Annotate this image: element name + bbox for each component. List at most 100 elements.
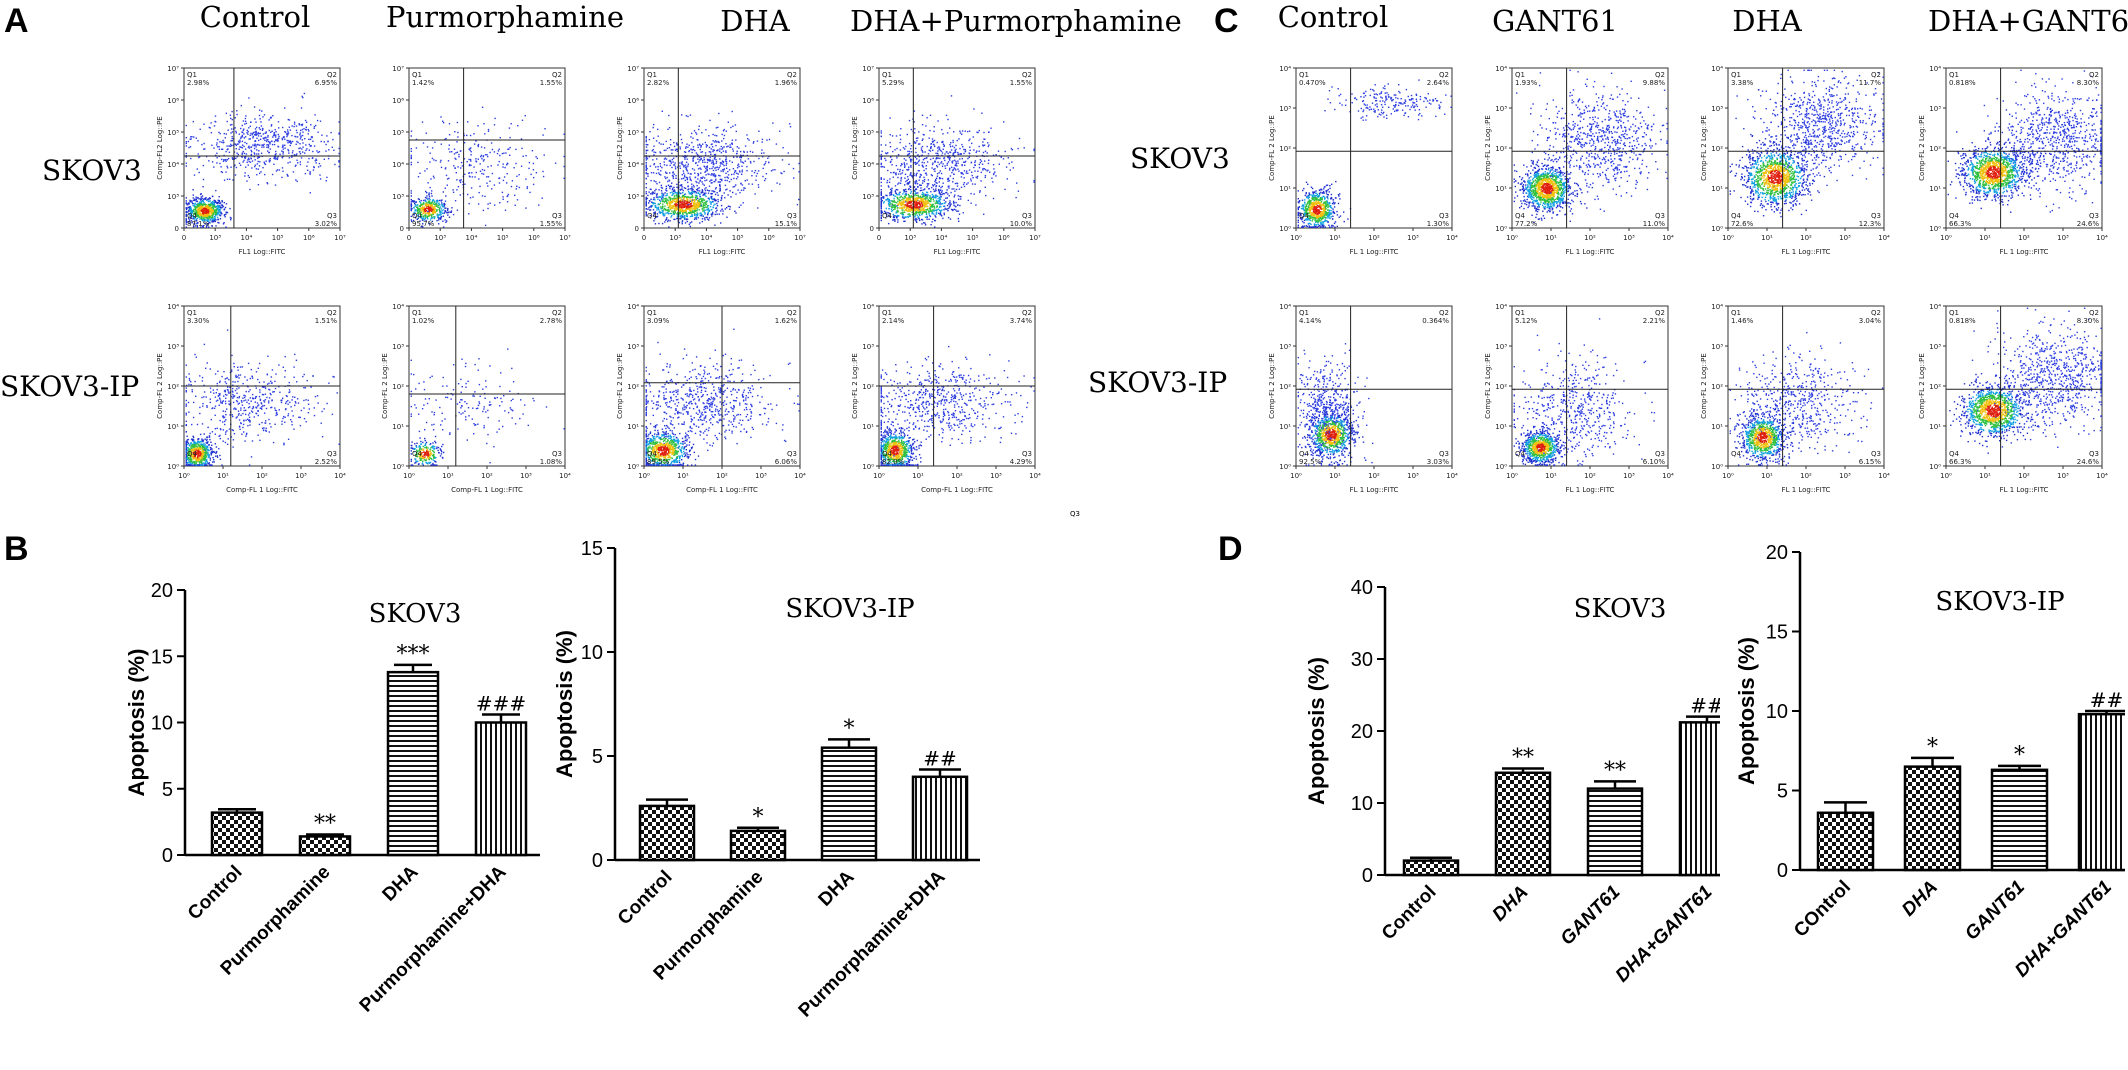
x-tick-label: 10⁰ xyxy=(1506,234,1518,242)
annotation-1: ** xyxy=(314,811,336,836)
y-tick-label: 10⁴ xyxy=(627,303,639,311)
quadrant-q3-value: 24.6% xyxy=(2077,220,2100,228)
quadrant-q2-name: Q2 xyxy=(1022,71,1032,79)
panel-c-row-skov3-ip: SKOV3-IP xyxy=(1088,366,1227,399)
y-tick-label: 10⁰ xyxy=(1495,463,1507,471)
annotation-2: *** xyxy=(397,642,430,667)
flow-dots xyxy=(645,110,800,228)
quadrant-q4-value: 82.0% xyxy=(882,458,905,466)
x-tick-label: 10⁰ xyxy=(1290,234,1302,242)
x-tick-label: 10² xyxy=(256,472,268,480)
quadrant-q2-name: Q2 xyxy=(787,309,797,317)
x-tick-label: 10³ xyxy=(1839,234,1851,242)
x-axis-label: Comp-FL 1 Log::FITC xyxy=(226,486,298,494)
y-tick-label: 10¹ xyxy=(1929,185,1941,193)
x-category-label-2: GANT61 xyxy=(1557,882,1625,950)
y-tick-label: 10⁰ xyxy=(627,463,639,471)
x-category-label-2: GANT61 xyxy=(1961,877,2029,945)
panel-c-flow-plot-r0-c1: Q1 1.93% Q2 9.88% Q3 11.0% Q4 77.2% 10⁰ 10¹ 10² 10³… xyxy=(1478,62,1694,277)
y-tick-label: 10⁵ xyxy=(627,129,639,137)
flow-plot-frame xyxy=(183,67,341,229)
y-tick-label: 0 xyxy=(1362,865,1373,887)
y-tick-label: 10² xyxy=(1279,383,1291,391)
quadrant-q1-name: Q1 xyxy=(647,309,657,317)
panel-c-flow-plot-r1-c2: Q1 1.46% Q2 3.04% Q3 6.15% Q4 10⁰ 10¹ 10² 10³ 10⁴ 10… xyxy=(1694,300,1910,515)
x-tick-label: 10⁴ xyxy=(2096,234,2108,242)
x-tick-label: 10⁴ xyxy=(1446,234,1458,242)
x-category-label-1: DHA xyxy=(1489,882,1533,926)
x-tick-label: 10⁴ xyxy=(2096,472,2108,480)
quadrant-q1-name: Q1 xyxy=(882,309,892,317)
quadrant-q4-name: Q4 xyxy=(882,450,893,458)
annotation-2: ** xyxy=(1604,758,1626,783)
quadrant-q2-value: 3.04% xyxy=(1859,317,1882,325)
y-tick-label: 10⁷ xyxy=(627,65,639,73)
flow-plot-svg: Q15.12% Q22.21% Q36.10% Q4 10⁰ 10¹ 10² 10³ 10⁴ 10… xyxy=(1484,303,1674,494)
x-tick-label: 10⁰ xyxy=(403,472,415,480)
quadrant-q2-value: 3.74% xyxy=(1010,317,1033,325)
quadrant-q1-value: 2.14% xyxy=(882,317,905,325)
x-tick-label: 10⁶ xyxy=(528,234,540,242)
panel-a-flow-plot-r1-c1: Q1 1.02% Q2 2.78% Q3 1.08% Q4 10⁰ 10¹ 10² 10³ 10⁴ 10… xyxy=(375,300,591,515)
x-axis-label: FL 1 Log::FITC xyxy=(1566,486,1615,494)
y-axis-label: Comp-FL2 Log::PE xyxy=(851,116,859,179)
quadrant-q1-value: 3.30% xyxy=(187,317,210,325)
annotation-3: ## xyxy=(923,747,957,771)
y-tick-label: 10⁴ xyxy=(1279,65,1291,73)
x-tick-label: 10⁰ xyxy=(1506,472,1518,480)
quadrant-q1-value: 1.93% xyxy=(1515,79,1538,87)
x-tick-label: 10⁵ xyxy=(497,234,509,242)
flow-plot-svg: Q11.02% Q22.78% Q31.08% Q4 10⁰ 10¹ 10² 10³ 10⁴ 10… xyxy=(381,303,571,494)
quadrant-q1-value: 1.46% xyxy=(1731,317,1754,325)
x-tick-label: 10³ xyxy=(1407,472,1419,480)
y-axis-label: Comp-FL 2 Log::PE xyxy=(1918,115,1926,181)
quadrant-q4-value: 95.7% xyxy=(412,220,435,228)
x-tick-label: 10² xyxy=(1368,234,1380,242)
x-category-label-0: Control xyxy=(1378,882,1441,945)
quadrant-q3-name: Q3 xyxy=(2089,450,2099,458)
x-tick-label: 10¹ xyxy=(677,472,689,480)
y-tick-label: 0 xyxy=(400,225,404,233)
x-axis-label: FL 1 Log::FITC xyxy=(1566,248,1615,256)
panel-a-flow-plot-r1-c2: Q1 3.09% Q2 1.62% Q3 6.06% Q4 89.5% 10⁰ 10¹ 10² 10³… xyxy=(610,300,826,515)
quadrant-q4-value: 92.5% xyxy=(1299,458,1322,466)
y-tick-label: 10⁰ xyxy=(862,463,874,471)
bar-3 xyxy=(1678,721,1720,877)
quadrant-q2-value: 2.78% xyxy=(540,317,563,325)
x-tick-label: 10² xyxy=(481,472,493,480)
y-tick-label: 10³ xyxy=(1279,343,1291,351)
y-axis-label: Comp-FL 2 Log::PE xyxy=(1700,353,1708,419)
bar-3 xyxy=(911,775,969,862)
y-tick-label: 10⁶ xyxy=(627,97,639,105)
x-tick-label: 10¹ xyxy=(1545,234,1557,242)
x-tick-label: 10³ xyxy=(2057,472,2069,480)
y-tick-label: 40 xyxy=(1351,577,1373,599)
y-tick-label: 10⁰ xyxy=(1495,225,1507,233)
flow-dots xyxy=(185,329,340,466)
y-tick-label: 10⁷ xyxy=(167,65,179,73)
y-tick-label: 15 xyxy=(581,538,603,560)
y-tick-label: 15 xyxy=(151,646,173,668)
y-tick-label: 10³ xyxy=(392,343,404,351)
quadrant-q3-name: Q3 xyxy=(552,212,562,220)
y-tick-label: 10⁴ xyxy=(1929,303,1941,311)
flow-plot-svg: Q13.30% Q21.51% Q32.52% Q4 10⁰ 10¹ 10² 10³ 10⁴ 10… xyxy=(156,303,346,494)
y-tick-label: 10³ xyxy=(1495,105,1507,113)
quadrant-q3-value: 15.1% xyxy=(775,220,798,228)
x-tick-label: 0 xyxy=(642,234,646,242)
quadrant-q3-name: Q3 xyxy=(1439,450,1449,458)
flow-dots xyxy=(410,106,565,228)
y-tick-label: 0 xyxy=(870,225,874,233)
panel-a-row-skov3-ip: SKOV3-IP xyxy=(0,370,139,403)
panel-a-flow-plot-r0-c2: Q1 2.82% Q2 1.96% Q3 15.1% Q4 0 10³ 10⁴ 10⁵ 10⁶ 10⁷ 1… xyxy=(610,62,826,277)
quadrant-q2-value: 1.96% xyxy=(775,79,798,87)
quadrant-q1-name: Q1 xyxy=(1731,309,1741,317)
quadrant-q1-name: Q1 xyxy=(1731,71,1741,79)
panel-c-col-dha-gant61: DHA+GANT61 xyxy=(1928,4,2128,38)
y-tick-label: 10³ xyxy=(862,343,874,351)
x-axis-label: FL1 Log::FITC xyxy=(239,248,286,256)
quadrant-q1-name: Q1 xyxy=(1949,71,1959,79)
y-tick-label: 10³ xyxy=(627,343,639,351)
